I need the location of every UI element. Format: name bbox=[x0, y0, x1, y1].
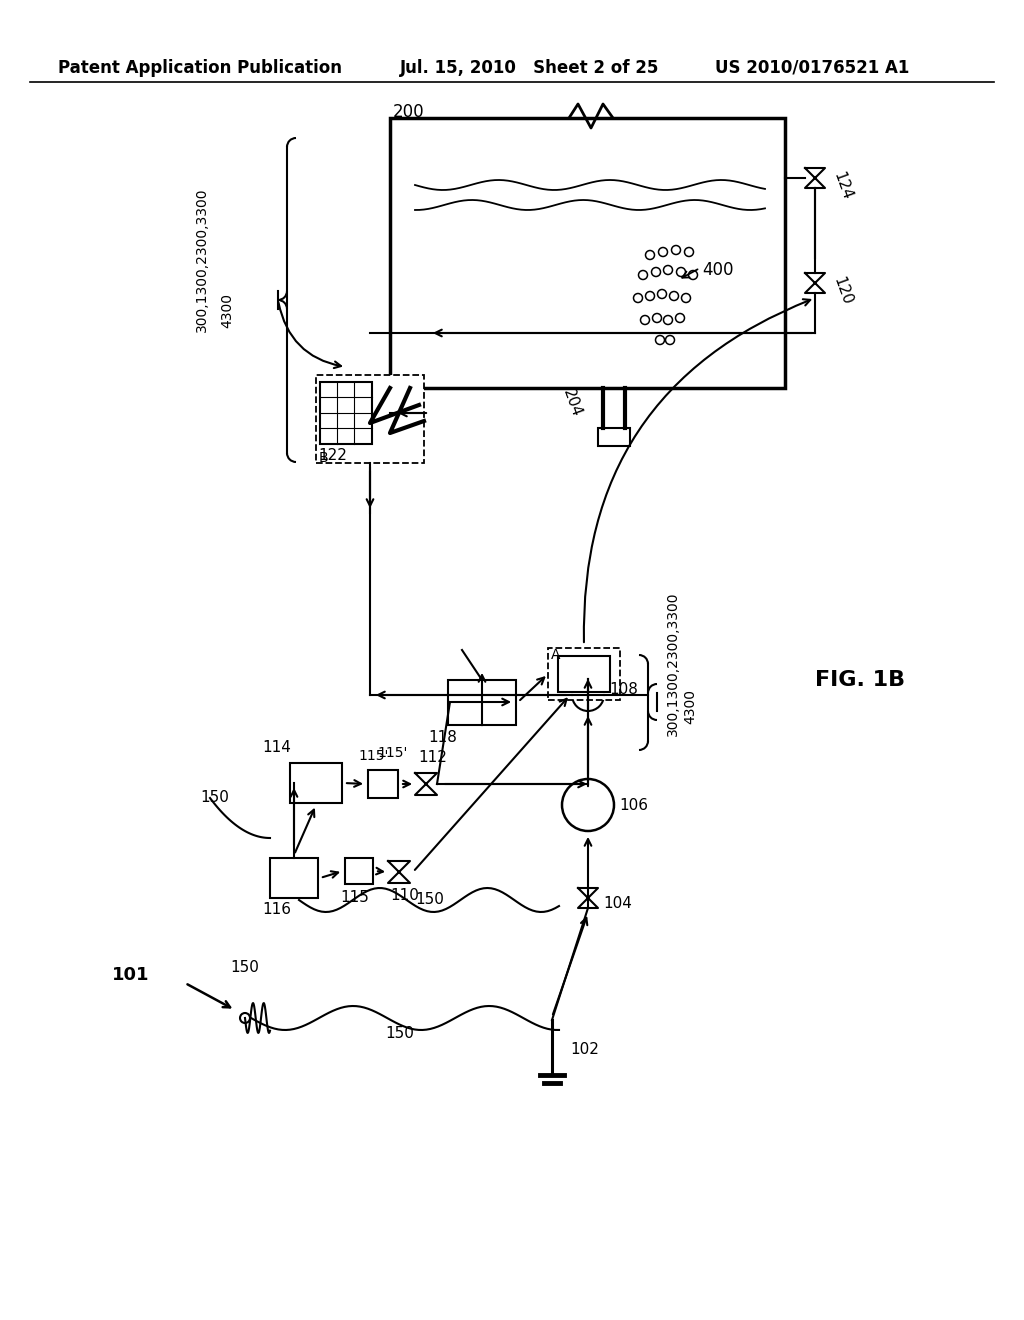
Text: 300,1300,2300,3300: 300,1300,2300,3300 bbox=[195, 187, 209, 333]
Text: 101: 101 bbox=[112, 966, 150, 983]
Text: 115': 115' bbox=[377, 746, 408, 760]
Text: 106: 106 bbox=[618, 797, 648, 813]
Text: 110: 110 bbox=[390, 887, 419, 903]
Text: 104: 104 bbox=[603, 895, 632, 911]
Bar bbox=[548, 648, 620, 700]
Text: 300,1300,2300,3300: 300,1300,2300,3300 bbox=[666, 591, 680, 737]
Text: 118: 118 bbox=[428, 730, 457, 746]
Text: 116: 116 bbox=[262, 903, 291, 917]
Text: 4300: 4300 bbox=[683, 689, 697, 725]
Text: 150: 150 bbox=[416, 892, 444, 908]
Bar bbox=[368, 770, 398, 799]
Bar bbox=[390, 117, 785, 388]
Bar bbox=[449, 680, 516, 725]
Text: Jul. 15, 2010   Sheet 2 of 25: Jul. 15, 2010 Sheet 2 of 25 bbox=[400, 59, 659, 77]
Text: 4300: 4300 bbox=[220, 293, 234, 327]
Text: 112: 112 bbox=[418, 751, 446, 766]
Text: FIG. 1B: FIG. 1B bbox=[815, 671, 905, 690]
Text: B: B bbox=[319, 451, 329, 465]
Text: Patent Application Publication: Patent Application Publication bbox=[58, 59, 342, 77]
Text: 204: 204 bbox=[560, 387, 584, 420]
Text: 124: 124 bbox=[830, 170, 854, 202]
Bar bbox=[558, 656, 610, 692]
Bar bbox=[319, 381, 372, 444]
Text: 400: 400 bbox=[702, 261, 733, 279]
Text: A: A bbox=[551, 648, 560, 663]
Text: 102: 102 bbox=[570, 1043, 599, 1057]
Text: 122: 122 bbox=[318, 449, 347, 463]
Bar bbox=[345, 858, 373, 884]
Text: 150: 150 bbox=[200, 791, 229, 805]
Text: 200: 200 bbox=[393, 103, 425, 121]
Text: 108: 108 bbox=[609, 682, 638, 697]
Bar bbox=[316, 375, 424, 463]
Bar bbox=[290, 763, 342, 803]
Text: 115': 115' bbox=[358, 748, 388, 763]
Text: 114: 114 bbox=[262, 741, 291, 755]
Text: 120: 120 bbox=[830, 275, 854, 308]
Text: 150: 150 bbox=[386, 1026, 415, 1040]
Text: 150: 150 bbox=[230, 961, 259, 975]
Bar bbox=[270, 858, 318, 898]
Text: 115: 115 bbox=[340, 890, 369, 904]
Text: US 2010/0176521 A1: US 2010/0176521 A1 bbox=[715, 59, 909, 77]
Bar bbox=[598, 428, 630, 446]
